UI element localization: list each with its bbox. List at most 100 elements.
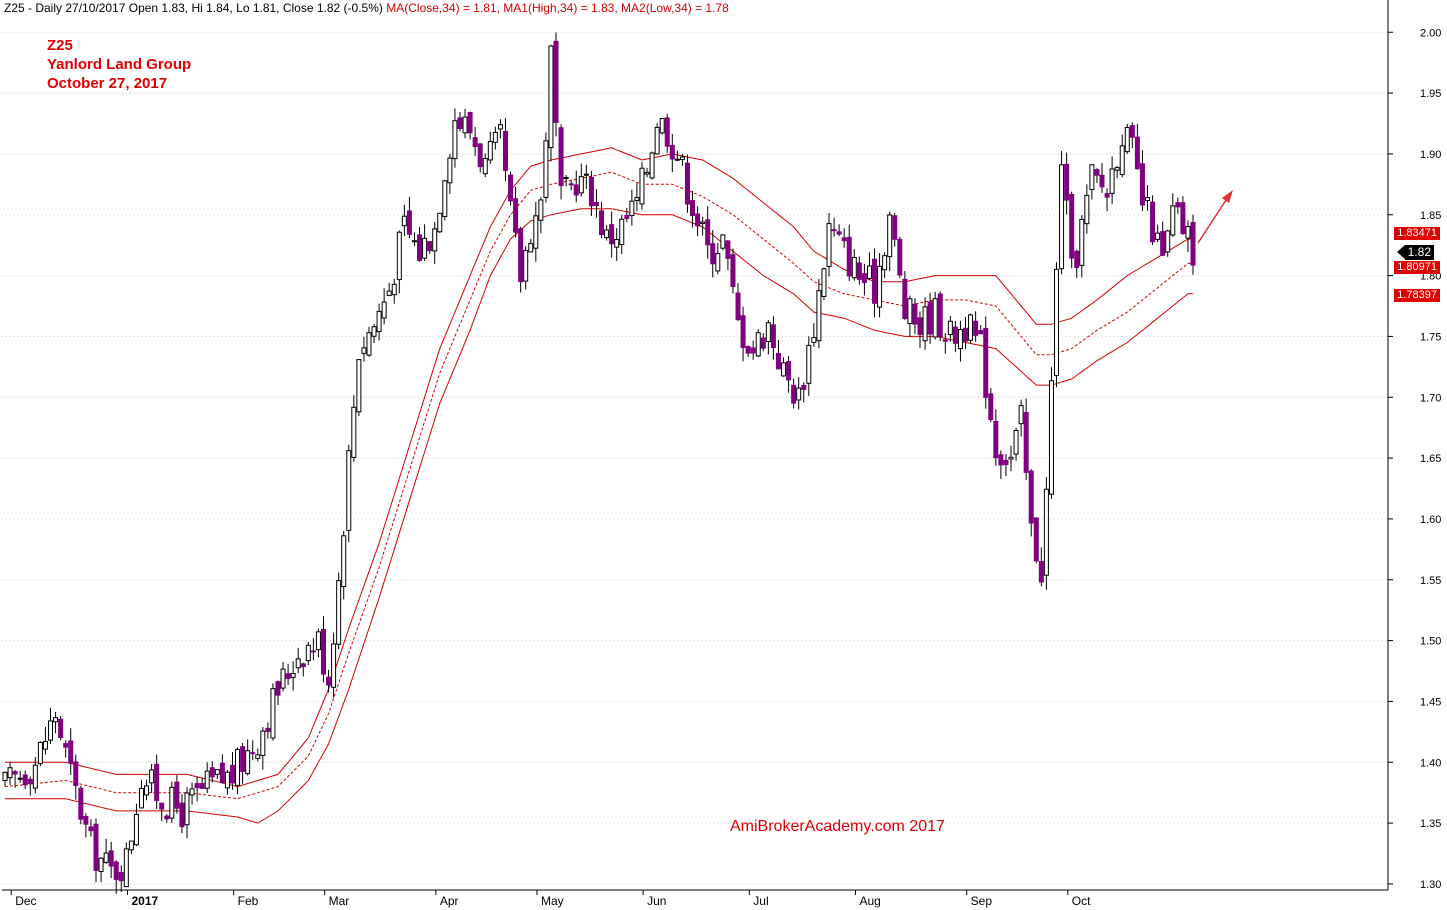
- chart-title-block: Z25 Yanlord Land Group October 27, 2017: [47, 36, 191, 93]
- candle-body: [1023, 412, 1029, 473]
- candle-body: [138, 787, 144, 809]
- y-tick-label: 1.70: [1420, 392, 1441, 404]
- candle-body: [457, 117, 463, 130]
- candle-body: [937, 293, 943, 338]
- candle-body: [533, 215, 539, 249]
- candle-body: [1018, 405, 1024, 425]
- candle-body: [320, 628, 326, 675]
- candle-body: [775, 352, 781, 370]
- candle-body: [745, 346, 751, 354]
- candle-body: [947, 320, 953, 336]
- candle-body: [376, 310, 382, 333]
- candle-body: [649, 152, 655, 179]
- candle-body: [240, 746, 246, 772]
- candle-body: [801, 384, 807, 390]
- candle-body: [791, 384, 797, 404]
- x-tick-label: Jul: [753, 894, 768, 908]
- candle-body: [144, 785, 150, 796]
- candle-body: [477, 143, 483, 168]
- candle-body: [351, 406, 357, 458]
- y-tick-label: 1.90: [1420, 149, 1441, 161]
- watermark: AmiBrokerAcademy.com 2017: [730, 818, 945, 835]
- candle-body: [1139, 163, 1145, 206]
- candle-body: [1129, 125, 1135, 138]
- candle-body: [558, 127, 564, 186]
- candle-body: [725, 240, 731, 259]
- candle-body: [588, 176, 594, 207]
- candle-body: [952, 326, 958, 344]
- candle-body: [305, 644, 311, 662]
- candle-body: [58, 718, 64, 738]
- candle-body: [523, 249, 529, 282]
- candle-body: [73, 761, 79, 786]
- candle-body: [861, 273, 867, 284]
- candle-body: [543, 140, 549, 198]
- candle-body: [841, 237, 847, 242]
- candle-body: [1099, 174, 1105, 188]
- candle-body: [1150, 201, 1156, 243]
- candle-body: [78, 787, 84, 820]
- candle-body: [492, 131, 498, 143]
- candle-body: [528, 243, 534, 253]
- candle-body: [452, 120, 458, 160]
- gridlines: [2, 31, 1388, 885]
- candle-body: [290, 673, 296, 678]
- candle-body: [664, 117, 670, 147]
- candle-body: [381, 301, 387, 319]
- x-tick-label: 2017: [131, 894, 158, 908]
- candle-body: [1124, 126, 1130, 153]
- candle-body: [88, 826, 94, 832]
- ma-high-line: [5, 147, 1193, 788]
- y-tick-label: 1.45: [1420, 696, 1441, 708]
- candle-body: [1145, 197, 1151, 202]
- candle-body: [604, 229, 610, 239]
- candle-body: [609, 224, 615, 245]
- candle-body: [432, 228, 438, 252]
- candle-body: [1109, 168, 1115, 194]
- candle-body: [806, 344, 812, 384]
- candle-body: [229, 764, 235, 784]
- ticker-info: Z25 - Daily 27/10/2017 Open 1.83, Hi 1.8…: [4, 1, 383, 15]
- candle-body: [154, 763, 160, 801]
- candle-body: [63, 743, 69, 748]
- candle-body: [851, 256, 857, 279]
- candle-body: [123, 848, 129, 888]
- candle-body: [1180, 202, 1186, 235]
- candle-body: [391, 283, 397, 296]
- candle-body: [204, 770, 210, 789]
- candle-body: [644, 171, 650, 175]
- candle-body: [983, 327, 989, 398]
- candle-body: [179, 802, 185, 828]
- candle-body: [674, 158, 680, 161]
- candle-body: [326, 676, 332, 686]
- y-tick-label: 2.00: [1420, 27, 1441, 39]
- candle-body: [695, 213, 701, 227]
- candle-body: [224, 771, 230, 789]
- candle-body: [1043, 488, 1049, 576]
- candle-body: [907, 298, 913, 325]
- candle-body: [922, 306, 928, 342]
- candle-body: [497, 124, 503, 130]
- candle-body: [199, 783, 205, 789]
- ma-high-price-tag: 1.83471: [1394, 227, 1440, 240]
- candle-body: [133, 813, 139, 846]
- candle-body: [300, 663, 306, 668]
- candle-body: [760, 337, 766, 349]
- candle-body: [1033, 517, 1039, 562]
- candle-body: [781, 362, 787, 377]
- candle-body: [149, 769, 155, 784]
- candle-body: [705, 219, 711, 246]
- candles: [2, 32, 1196, 894]
- candle-body: [786, 361, 792, 381]
- trend-arrow: [1197, 190, 1233, 244]
- candle-body: [720, 234, 726, 249]
- candle-body: [164, 815, 170, 820]
- y-tick-label: 1.75: [1420, 331, 1441, 343]
- candle-body: [659, 117, 665, 134]
- candle-body: [583, 173, 589, 176]
- title-ticker: Z25: [47, 37, 73, 54]
- candle-body: [518, 228, 524, 283]
- candle-body: [963, 327, 969, 342]
- arrow-head: [1222, 190, 1233, 203]
- candle-body: [978, 330, 984, 335]
